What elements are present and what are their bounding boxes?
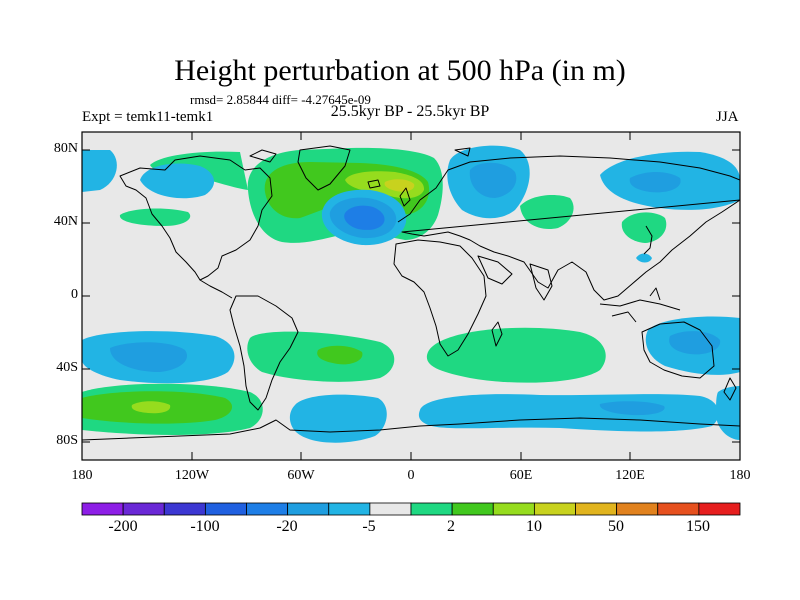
- colorbar-swatch: [81, 502, 124, 516]
- anomaly-antarctic-cyan-mid: [289, 394, 387, 443]
- coast-arctic-islands: [249, 147, 471, 163]
- x-tick-120e: 120E: [615, 468, 645, 483]
- x-tick-180w: 180: [71, 468, 93, 483]
- x-tick-180e: 180: [729, 468, 751, 483]
- anomaly-pacific-cyan-small: [636, 253, 652, 263]
- colorbar-swatch: [533, 502, 576, 516]
- anomaly-nw-pacific-cyan: [82, 150, 117, 192]
- colorbar-swatch: [122, 502, 165, 516]
- colorbar-label: -20: [276, 518, 298, 535]
- coast-india: [529, 263, 553, 301]
- anomaly-antarctic-lemon: [131, 401, 171, 414]
- map-title: Height perturbation at 500 hPa (in m): [174, 54, 626, 87]
- colorbar-swatch: [246, 502, 289, 516]
- colorbar-swatch: [492, 502, 535, 516]
- y-tick-80s: 80S: [56, 433, 78, 448]
- anomaly-ne-asia-blue: [629, 172, 681, 193]
- colorbar-swatch: [616, 502, 659, 516]
- experiment-label: Expt = temk11-temk1: [82, 109, 214, 125]
- x-tick-60e: 60E: [509, 468, 533, 483]
- coast-antarctica: [82, 417, 740, 441]
- colorbar-swatch: [451, 502, 494, 516]
- anomaly-pacific-green-east: [621, 212, 667, 243]
- coast-new-zealand: [723, 377, 737, 401]
- season-label: JJA: [716, 109, 739, 125]
- coast-japan: [643, 225, 653, 255]
- y-tick-80n: 80N: [53, 141, 78, 156]
- anomaly-antarctic-blue-east: [599, 401, 665, 416]
- anomaly-siberia-blue: [469, 162, 517, 198]
- coast-africa: [393, 239, 487, 357]
- y-tick-40s: 40S: [56, 360, 78, 375]
- colorbar-swatch: [163, 502, 206, 516]
- anomaly-antarctic-cyan-east: [418, 394, 719, 432]
- colorbar-swatch: [204, 502, 247, 516]
- coast-madagascar: [491, 321, 503, 347]
- x-tick-120w: 120W: [174, 468, 210, 483]
- colorbar-label: 10: [526, 518, 542, 535]
- anomaly-antarctic-cyan-far: [716, 386, 740, 440]
- colorbar-label: 50: [608, 518, 624, 535]
- x-tick-60w: 60W: [287, 468, 315, 483]
- colorbar-label: 2: [447, 518, 455, 535]
- coast-british-isles: [399, 187, 411, 207]
- axis-ticks: [81, 132, 741, 460]
- colorbar-swatch: [287, 502, 330, 516]
- period-label: 25.5kyr BP - 25.5kyr BP: [330, 103, 490, 120]
- coast-north-america: [119, 155, 273, 281]
- colorbar-label: -100: [190, 518, 220, 535]
- anomaly-s-pacific-blue: [110, 342, 188, 372]
- colorbar-label: -5: [362, 518, 376, 535]
- colorbar-swatch: [369, 502, 412, 516]
- coast-greenland: [297, 145, 351, 191]
- anomaly-alaska-cyan: [140, 163, 215, 199]
- x-tick-0: 0: [407, 468, 415, 483]
- anomaly-s-pacific-east-blue: [669, 331, 721, 355]
- coast-eurasia: [397, 155, 740, 301]
- coast-arabia: [477, 255, 513, 285]
- coast-central-america: [199, 279, 233, 299]
- coast-south-america: [229, 295, 299, 411]
- coast-iceland: [367, 179, 381, 189]
- colorbar-swatch: [410, 502, 453, 516]
- anomaly-n-atlantic-yellow: [384, 179, 415, 192]
- anomaly-europe-green: [520, 194, 574, 230]
- colorbar-label: 150: [686, 518, 710, 535]
- colorbar: [81, 502, 741, 516]
- y-tick-40n: 40N: [53, 214, 78, 229]
- coast-australia: [641, 321, 715, 379]
- colorbar-swatch: [657, 502, 700, 516]
- colorbar-swatch: [575, 502, 618, 516]
- y-tick-0: 0: [71, 287, 78, 302]
- anomaly-s-indian-green: [426, 327, 606, 383]
- colorbar-label: -200: [108, 518, 138, 535]
- anomaly-atlantic-low-core: [344, 205, 385, 230]
- stats-label: rmsd= 2.85844 diff= -4.27645e-09: [190, 92, 371, 107]
- coast-se-asia-islands: [599, 287, 681, 323]
- colorbar-swatch: [328, 502, 371, 516]
- anomaly-s-america-lime: [317, 345, 363, 365]
- colorbar-swatch: [698, 502, 741, 516]
- coastlines: [82, 145, 740, 441]
